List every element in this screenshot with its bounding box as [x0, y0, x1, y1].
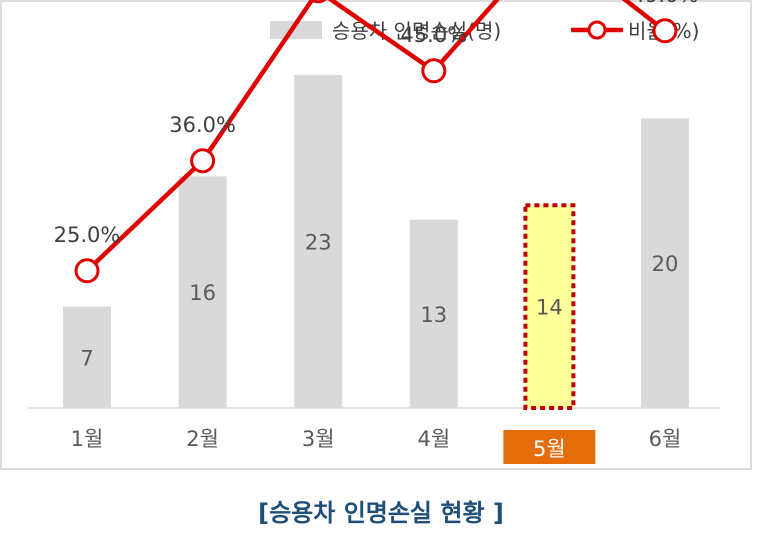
x-tick-label: 1월	[71, 427, 104, 451]
rate-value-label: 49.0%	[632, 0, 699, 7]
legend-bar-swatch	[270, 21, 322, 39]
rate-line	[85, 0, 667, 273]
x-tick-labels: 1월 2월 3월 4월 5월 6월	[71, 427, 682, 464]
x-tick-label: 3월	[302, 427, 335, 451]
legend-bar-label: 승용차 인명손실(명)	[332, 19, 501, 43]
rate-marker	[421, 58, 447, 84]
x-tick-label: 2월	[186, 427, 219, 451]
bar-value-label: 16	[189, 281, 216, 305]
x-tick-label: 6월	[649, 427, 682, 451]
rate-marker	[74, 258, 100, 284]
bar	[63, 306, 111, 408]
bar	[178, 176, 227, 408]
bar-value-label: 14	[536, 296, 563, 320]
chart-caption: [승용차 인명손실 현황 ]	[258, 499, 504, 527]
legend-line-marker	[587, 20, 607, 40]
x-tick-label: 4월	[417, 427, 450, 451]
legend: 승용차 인명손실(명) 비율(%)	[270, 19, 699, 43]
bar-series: 7 16 23 13 14 20	[63, 75, 689, 410]
bar-value-label: 20	[652, 252, 679, 276]
rate-marker	[190, 148, 216, 174]
bar-highlighted	[523, 203, 576, 410]
bar-value-label: 13	[420, 303, 447, 327]
bar	[409, 219, 458, 408]
rate-value-label: 36.0%	[169, 113, 236, 137]
rate-marker	[652, 18, 678, 44]
rate-series: 25.0%36.0%53.0%45.0%58.0%49.0%	[54, 0, 699, 284]
x-tick-label-highlighted: 5월	[533, 437, 566, 461]
category-badge	[503, 430, 596, 464]
bar-value-label: 23	[305, 231, 332, 255]
bar	[641, 118, 689, 408]
bar-value-label: 7	[80, 346, 93, 370]
rate-value-label: 25.0%	[54, 223, 121, 247]
rate-value-label: 45.0%	[400, 23, 467, 47]
bar	[294, 75, 343, 408]
rate-marker	[309, 0, 327, 4]
